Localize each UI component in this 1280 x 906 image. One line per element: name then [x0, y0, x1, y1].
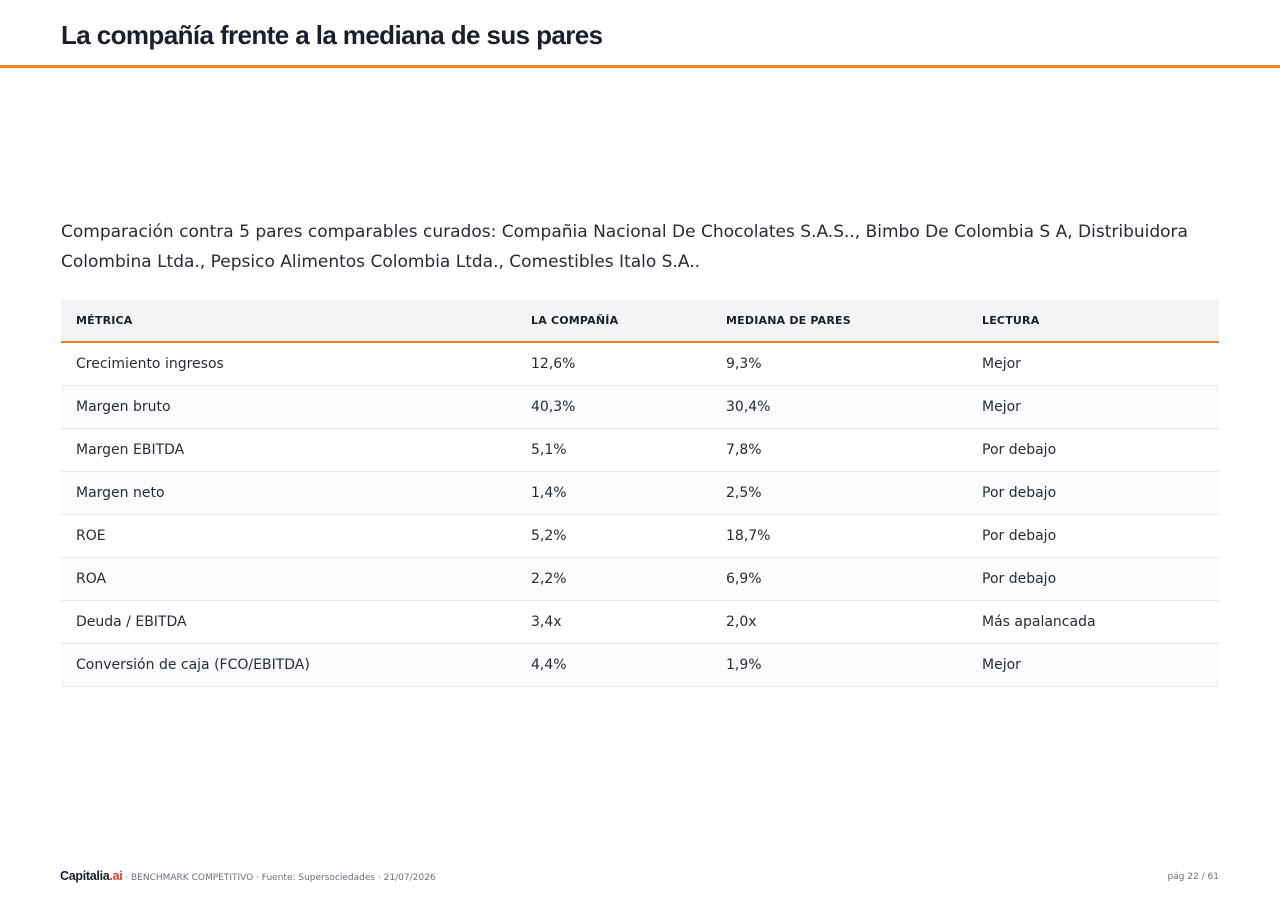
metric-cell: Margen neto — [61, 471, 516, 515]
metric-cell: Margen bruto — [61, 385, 516, 429]
metric-cell: Crecimiento ingresos — [61, 342, 516, 386]
metric-cell: Deuda / EBITDA — [61, 600, 516, 644]
column-header-company: LA COMPAÑÍA — [516, 300, 711, 343]
peer-median-cell: 2,0x — [711, 600, 967, 644]
company-value-cell: 4,4% — [516, 643, 711, 687]
column-header-peer-median: MEDIANA DE PARES — [711, 300, 967, 343]
table-row: Crecimiento ingresos 12,6% 9,3% Mejor — [61, 342, 1219, 386]
page-title: La compañía frente a la mediana de sus p… — [61, 20, 603, 50]
table-row: Margen neto 1,4% 2,5% Por debajo — [61, 471, 1219, 515]
table-header-row: MÉTRICA LA COMPAÑÍA MEDIANA DE PARES LEC… — [61, 300, 1219, 343]
peer-median-cell: 9,3% — [711, 342, 967, 386]
company-value-cell: 2,2% — [516, 557, 711, 601]
reading-cell: Por debajo — [967, 471, 1219, 515]
table-row: Deuda / EBITDA 3,4x 2,0x Más apalancada — [61, 600, 1219, 644]
metric-cell: ROE — [61, 514, 516, 558]
reading-cell: Mejor — [967, 385, 1219, 429]
footer-info-text: · BENCHMARK COMPETITIVO · Fuente: Supers… — [122, 873, 436, 883]
table-row: Margen EBITDA 5,1% 7,8% Por debajo — [61, 428, 1219, 472]
footer-source: Capitalia.ai · BENCHMARK COMPETITIVO · F… — [60, 869, 436, 883]
reading-cell: Por debajo — [967, 557, 1219, 601]
peer-median-cell: 7,8% — [711, 428, 967, 472]
peer-median-cell: 2,5% — [711, 471, 967, 515]
logo-main-text: Capitalia — [60, 869, 110, 883]
reading-cell: Por debajo — [967, 514, 1219, 558]
company-value-cell: 1,4% — [516, 471, 711, 515]
metric-cell: ROA — [61, 557, 516, 601]
reading-cell: Más apalancada — [967, 600, 1219, 644]
table-row: Conversión de caja (FCO/EBITDA) 4,4% 1,9… — [61, 643, 1219, 687]
benchmark-table: MÉTRICA LA COMPAÑÍA MEDIANA DE PARES LEC… — [61, 300, 1219, 687]
company-value-cell: 40,3% — [516, 385, 711, 429]
company-value-cell: 5,1% — [516, 428, 711, 472]
reading-cell: Mejor — [967, 342, 1219, 386]
logo-suffix-text: .ai — [109, 869, 123, 883]
company-value-cell: 3,4x — [516, 600, 711, 644]
peer-median-cell: 1,9% — [711, 643, 967, 687]
column-header-metric: MÉTRICA — [61, 300, 516, 343]
company-value-cell: 12,6% — [516, 342, 711, 386]
benchmark-table-container: MÉTRICA LA COMPAÑÍA MEDIANA DE PARES LEC… — [61, 300, 1219, 687]
column-header-reading: LECTURA — [967, 300, 1219, 343]
metric-cell: Conversión de caja (FCO/EBITDA) — [61, 643, 516, 687]
metric-cell: Margen EBITDA — [61, 428, 516, 472]
reading-cell: Por debajo — [967, 428, 1219, 472]
peer-median-cell: 30,4% — [711, 385, 967, 429]
intro-text: Comparación contra 5 pares comparables c… — [61, 222, 1188, 272]
peer-median-cell: 6,9% — [711, 557, 967, 601]
table-row: ROA 2,2% 6,9% Por debajo — [61, 557, 1219, 601]
table-row: ROE 5,2% 18,7% Por debajo — [61, 514, 1219, 558]
page-header: La compañía frente a la mediana de sus p… — [0, 0, 1280, 68]
table-row: Margen bruto 40,3% 30,4% Mejor — [61, 385, 1219, 429]
company-value-cell: 5,2% — [516, 514, 711, 558]
capitalia-logo: Capitalia.ai — [60, 869, 123, 883]
peer-median-cell: 18,7% — [711, 514, 967, 558]
reading-cell: Mejor — [967, 643, 1219, 687]
page-number: pág 22 / 61 — [1167, 872, 1219, 882]
